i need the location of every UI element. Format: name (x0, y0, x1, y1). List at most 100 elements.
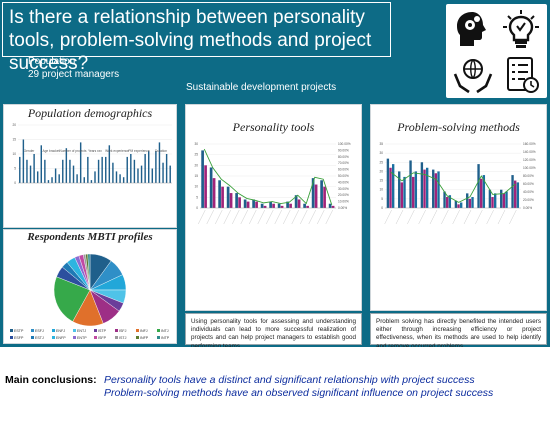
bar (443, 191, 446, 208)
bar (454, 200, 458, 208)
conclusions-band (0, 347, 550, 425)
series-line (390, 171, 516, 203)
bar (133, 159, 136, 183)
series-line (203, 148, 333, 205)
legend-label: ISTP (98, 329, 107, 333)
y2-tick-label: 80.00% (338, 155, 349, 159)
legend-swatch (52, 329, 55, 332)
legend-swatch (10, 329, 13, 332)
bar (448, 195, 452, 208)
bar (389, 167, 392, 208)
bar (83, 177, 85, 183)
bar (108, 145, 111, 183)
bar (246, 201, 250, 208)
bar (201, 150, 204, 208)
category-tick-mark (429, 209, 438, 225)
bar (87, 156, 89, 183)
y2-tick-label: 80.00% (523, 174, 534, 178)
bar (144, 154, 146, 183)
bar (151, 168, 154, 183)
category-tick-mark (206, 209, 214, 225)
bar (303, 203, 306, 208)
bar (105, 156, 107, 183)
bar (328, 203, 332, 208)
bar (434, 173, 438, 208)
y-tick-label: 0 (196, 206, 198, 210)
head-gears-icon (457, 12, 486, 46)
legend-label: ENTJ (77, 329, 86, 333)
category-tick-mark (418, 209, 426, 225)
y-tick-label: 25 (379, 160, 383, 164)
bar (72, 165, 75, 183)
bar (33, 154, 35, 183)
category-tick-mark (317, 209, 325, 225)
bar (119, 174, 121, 183)
bar (468, 198, 472, 208)
category-tick-mark (257, 209, 265, 225)
group-label: Age bracket (42, 149, 59, 153)
y-tick-label: 10 (379, 188, 383, 192)
bar (112, 162, 114, 183)
y2-tick-label: 160.00% (523, 142, 536, 146)
bar (130, 154, 132, 183)
bar (209, 167, 213, 208)
category-tick-mark (441, 209, 449, 225)
mbti-pie-chart: ESTP ESFJ ENFJ ENTJ ISTP ISFJ INFJ INTJ ESFP ESTJ… (10, 253, 170, 340)
bar (477, 164, 480, 208)
bar (314, 184, 318, 208)
legend-swatch (157, 336, 160, 339)
bar (432, 169, 435, 208)
bar (437, 171, 440, 208)
y-tick-label: 35 (379, 142, 383, 146)
group-label: Years xxx (88, 149, 102, 153)
bar (286, 201, 289, 208)
bar (243, 199, 247, 208)
legend-label: INFJ (140, 329, 148, 333)
problem-panel: Problem-solving methods 0 5 10 15 20 25 30 35 0.… (370, 104, 547, 311)
y-tick-label: 20 (12, 123, 16, 127)
y-tick-label: 30 (194, 142, 198, 146)
y2-tick-label: 50.00% (338, 174, 349, 178)
bar (502, 193, 506, 208)
bar (204, 165, 207, 208)
legend-label: ESTJ (35, 336, 44, 340)
bar (386, 158, 390, 208)
personality-panel: Personality tools 0 5 10 15 20 25 30 0.00% 10.00… (185, 104, 362, 311)
legend-swatch (115, 336, 118, 339)
bar (277, 203, 281, 208)
title-box: Is there a relationship between personal… (2, 2, 391, 74)
demographics-title: Population demographics (27, 106, 153, 120)
bar (400, 182, 404, 208)
bar (97, 159, 100, 183)
bar (94, 171, 96, 183)
bar (409, 160, 412, 208)
y2-tick-label: 30.00% (338, 187, 349, 191)
bar (76, 174, 78, 183)
bar (306, 205, 309, 208)
bar (412, 176, 415, 208)
bar (446, 197, 449, 208)
category-tick-mark (452, 209, 460, 225)
category-tick-mark (249, 209, 257, 225)
bar (289, 203, 292, 208)
problem-chart: 0 5 10 15 20 25 30 35 0.00% 20.00% 40.00% 60.00% 80.… (379, 142, 536, 225)
y2-tick-label: 60.00% (338, 168, 349, 172)
bar (260, 203, 264, 208)
bar (115, 171, 118, 183)
y2-tick-label: 0.00% (338, 206, 347, 210)
icon-grid (446, 4, 547, 98)
bar (323, 186, 326, 208)
bar (221, 186, 224, 208)
bar (516, 182, 520, 208)
category-tick-mark (509, 209, 517, 225)
bar (90, 180, 93, 183)
y2-tick-label: 40.00% (338, 180, 349, 184)
y2-tick-label: 20.00% (523, 198, 534, 202)
bar (40, 145, 42, 183)
category-tick-mark (486, 209, 494, 225)
personality-finding-text: Using personality tools for assessing an… (185, 313, 362, 350)
pie-slice (87, 253, 91, 291)
legend-swatch (73, 329, 76, 332)
y-tick-label: 5 (381, 197, 383, 201)
y-tick-label: 15 (194, 174, 198, 178)
